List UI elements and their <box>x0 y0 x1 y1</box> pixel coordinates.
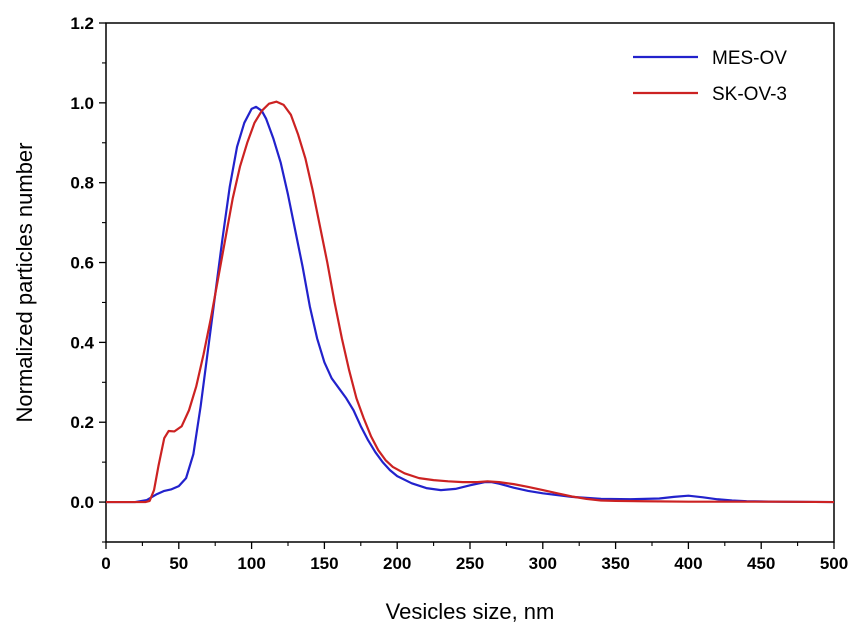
x-tick-label-450: 450 <box>747 554 775 573</box>
x-tick-label-100: 100 <box>237 554 265 573</box>
y-tick-label-1.2: 1.2 <box>70 14 94 33</box>
legend-label-sk-ov-3: SK-OV-3 <box>712 84 787 105</box>
y-axis-title: Normalized particles number <box>12 143 37 423</box>
x-tick-label-150: 150 <box>310 554 338 573</box>
series-line-sk-ov-3 <box>106 100 835 504</box>
x-axis-title: Vesicles size, nm <box>386 599 555 624</box>
x-tick-label-500: 500 <box>820 554 848 573</box>
y-tick-label-0.2: 0.2 <box>70 413 94 432</box>
series-line-mes-ov <box>106 105 835 504</box>
x-tick-label-300: 300 <box>529 554 557 573</box>
legend-label-mes-ov: MES-OV <box>712 48 787 69</box>
y-tick-label-0: 0.0 <box>70 493 94 512</box>
plot-area: 0 50 100 150 200 250 300 350 400 450 500 0.0 0.2 0.4… <box>70 14 848 573</box>
y-axis: 0.0 0.2 0.4 0.6 0.8 1.0 1.2 <box>70 14 106 543</box>
legend: MES-OV SK-OV-3 <box>633 48 787 105</box>
x-tick-label-50: 50 <box>169 554 188 573</box>
x-tick-label-350: 350 <box>601 554 629 573</box>
y-tick-label-1: 1.0 <box>70 94 94 113</box>
y-tick-label-0.6: 0.6 <box>70 254 94 273</box>
x-axis: 0 50 100 150 200 250 300 350 400 450 500 <box>101 542 848 573</box>
x-tick-label-200: 200 <box>383 554 411 573</box>
y-tick-label-0.4: 0.4 <box>70 333 94 352</box>
x-tick-label-400: 400 <box>674 554 702 573</box>
x-tick-label-250: 250 <box>456 554 484 573</box>
series-layer <box>106 100 835 504</box>
x-tick-label-0: 0 <box>101 554 110 573</box>
y-tick-label-0.8: 0.8 <box>70 174 94 193</box>
